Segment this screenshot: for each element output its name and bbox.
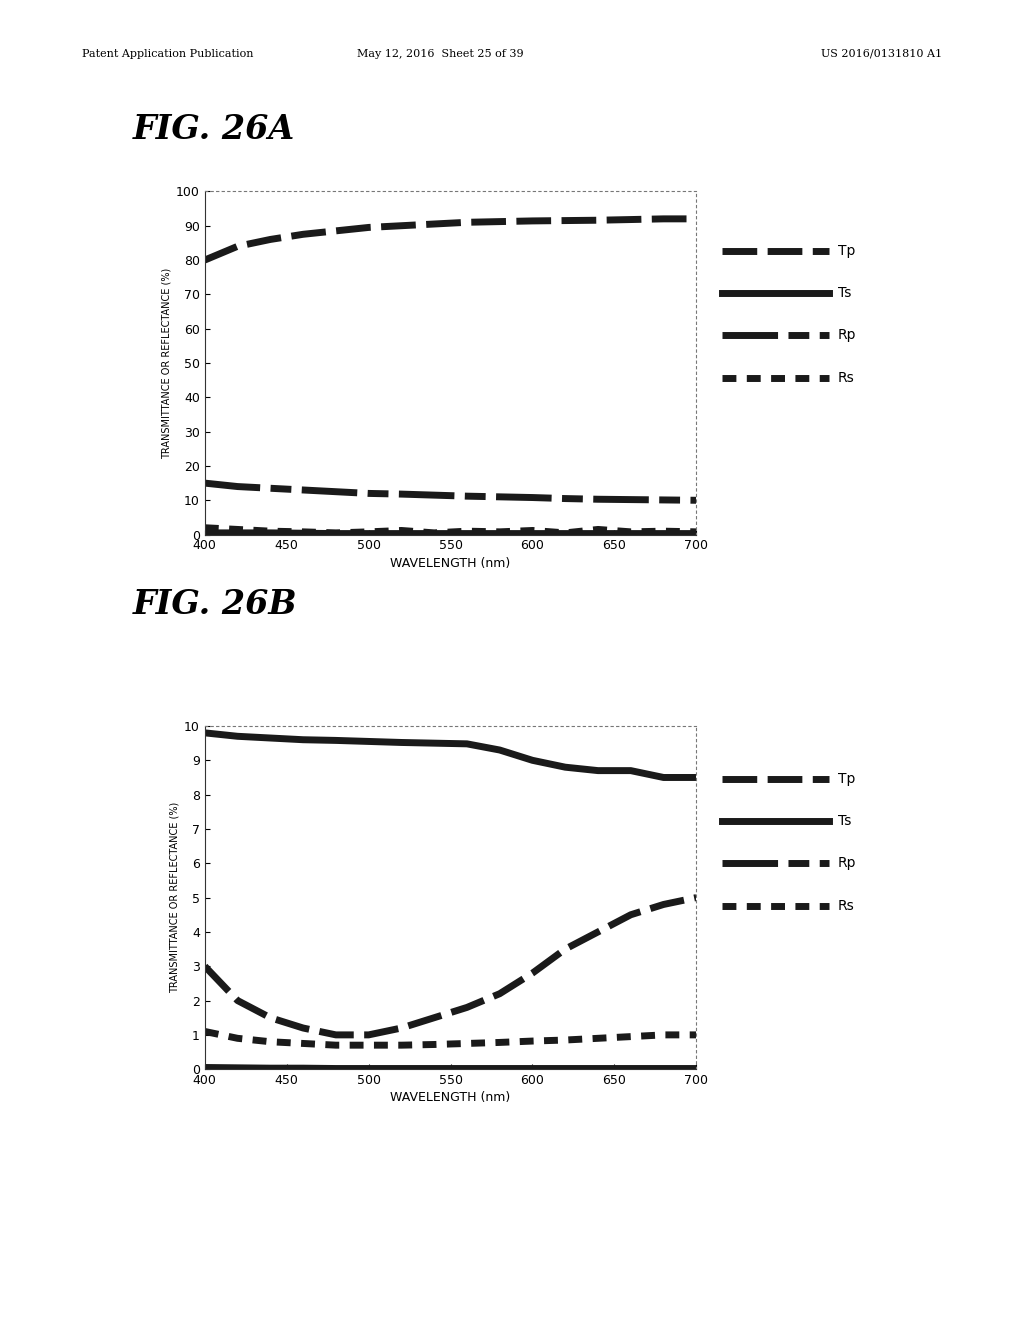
Text: Rs: Rs (838, 371, 854, 384)
Text: Ts: Ts (838, 814, 851, 828)
Y-axis label: TRANSMITTANCE OR REFLECTANCE (%): TRANSMITTANCE OR REFLECTANCE (%) (162, 268, 172, 458)
Text: FIG. 26B: FIG. 26B (133, 587, 298, 620)
Text: FIG. 26A: FIG. 26A (133, 112, 295, 145)
Text: Tp: Tp (838, 244, 855, 257)
Text: Ts: Ts (838, 286, 851, 300)
Text: Rs: Rs (838, 899, 854, 912)
Text: Rp: Rp (838, 857, 856, 870)
Text: US 2016/0131810 A1: US 2016/0131810 A1 (821, 49, 942, 59)
Text: Tp: Tp (838, 772, 855, 785)
Text: Rp: Rp (838, 329, 856, 342)
Text: May 12, 2016  Sheet 25 of 39: May 12, 2016 Sheet 25 of 39 (357, 49, 523, 59)
X-axis label: WAVELENGTH (nm): WAVELENGTH (nm) (390, 557, 511, 570)
Text: Patent Application Publication: Patent Application Publication (82, 49, 253, 59)
Y-axis label: TRANSMITTANCE OR REFLECTANCE (%): TRANSMITTANCE OR REFLECTANCE (%) (170, 803, 180, 993)
X-axis label: WAVELENGTH (nm): WAVELENGTH (nm) (390, 1092, 511, 1105)
